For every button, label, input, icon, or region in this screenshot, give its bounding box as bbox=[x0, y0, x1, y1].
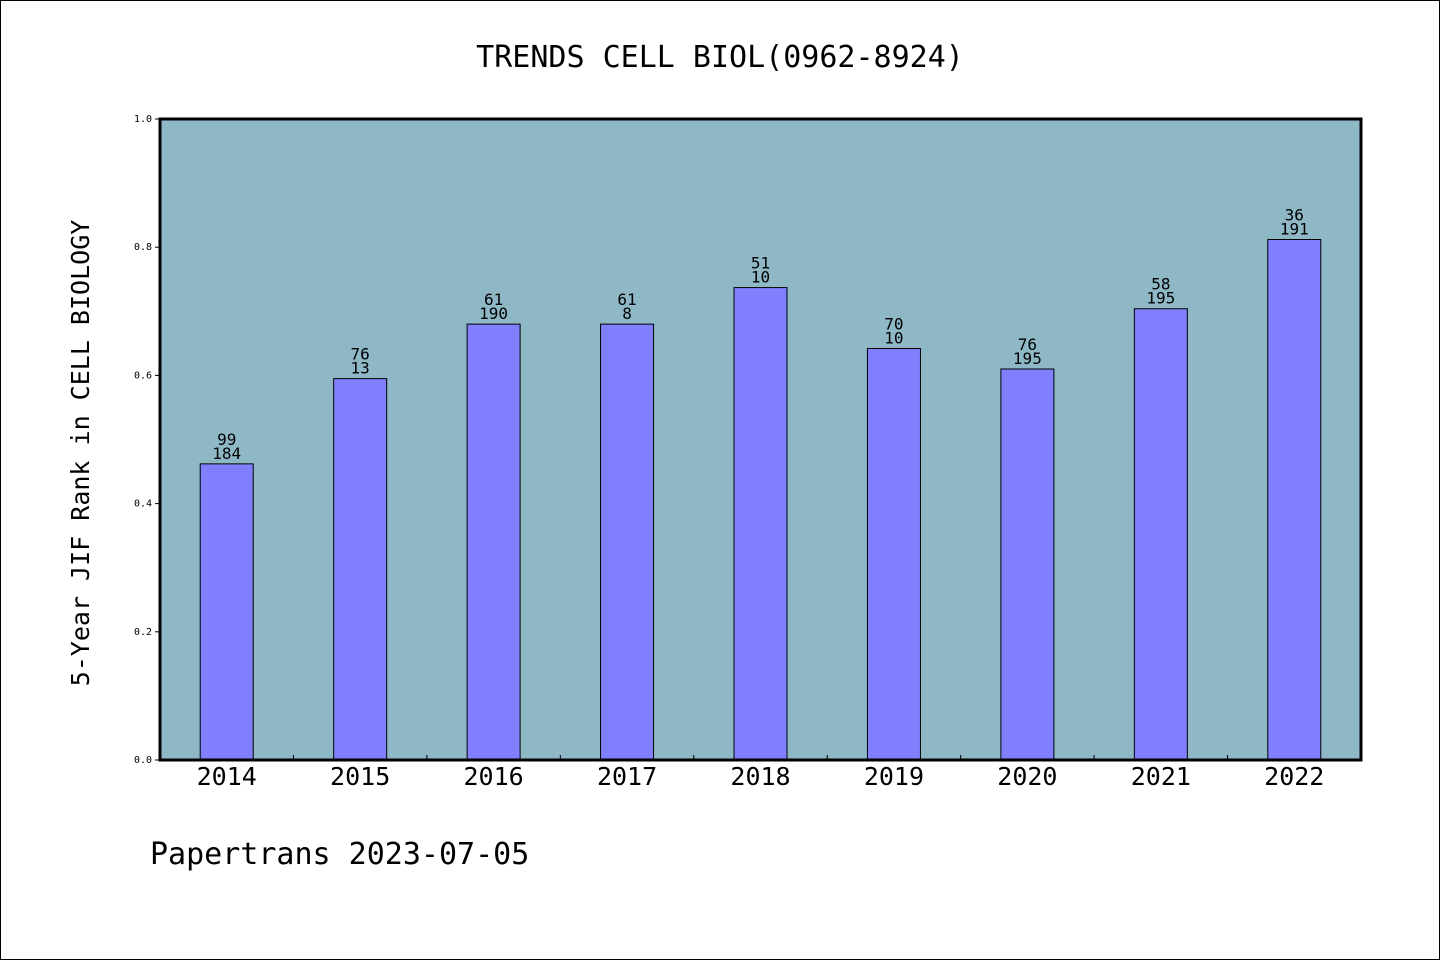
bar-2015 bbox=[333, 378, 388, 761]
y-tick-label: 0.0 bbox=[134, 755, 152, 766]
bar-total-label: 195 bbox=[1013, 349, 1042, 368]
x-tick-label: 2016 bbox=[464, 762, 524, 791]
chart-title: TRENDS CELL BIOL(0962-8924) bbox=[476, 40, 964, 75]
bar-total-label: 10 bbox=[884, 328, 903, 347]
y-tick-label: 1.0 bbox=[134, 114, 152, 125]
bar-2021 bbox=[1133, 308, 1188, 761]
bar-total-label: 13 bbox=[351, 359, 370, 378]
bars-group bbox=[199, 239, 1322, 761]
y-tick-label: 0.4 bbox=[134, 499, 152, 510]
x-tick-label: 2021 bbox=[1131, 762, 1191, 791]
x-tick-label: 2018 bbox=[730, 762, 790, 791]
y-tick-label: 0.2 bbox=[134, 627, 152, 638]
bar-2020 bbox=[1000, 368, 1055, 761]
bar-rank-label: 36 bbox=[1285, 206, 1304, 225]
bar-total-label: 190 bbox=[479, 304, 508, 323]
bar-rank-label: 70 bbox=[884, 314, 903, 333]
bar-rank-label: 58 bbox=[1151, 275, 1170, 294]
bar-total-label: 10 bbox=[751, 268, 770, 287]
x-tick-label: 2015 bbox=[330, 762, 390, 791]
bar-2019 bbox=[866, 347, 921, 761]
bar-2016 bbox=[466, 323, 521, 761]
y-axis: 0.0 0.2 0.4 0.6 0.8 1.0 bbox=[134, 114, 160, 766]
bar-rank-label: 76 bbox=[351, 345, 370, 364]
bar-rank-label: 61 bbox=[617, 290, 636, 309]
y-tick-label: 0.8 bbox=[134, 242, 152, 253]
x-tick-label: 2014 bbox=[197, 762, 257, 791]
x-tick-label: 2020 bbox=[997, 762, 1057, 791]
bar-2014 bbox=[199, 463, 254, 761]
x-axis: 2014 2015 2016 2017 2018 2019 2020 2021 2022 bbox=[197, 755, 1324, 791]
bar-total-label: 184 bbox=[212, 444, 241, 463]
bar-total-label: 8 bbox=[622, 304, 632, 323]
y-axis-label: 5-Year JIF Rank in CELL BIOLOGY bbox=[66, 220, 95, 687]
bar-rank-label: 76 bbox=[1018, 335, 1037, 354]
bar-2018 bbox=[733, 287, 788, 761]
bar-rank-label: 51 bbox=[751, 254, 770, 273]
x-tick-label: 2022 bbox=[1264, 762, 1324, 791]
bar-2022 bbox=[1267, 239, 1322, 761]
x-tick-label: 2019 bbox=[864, 762, 924, 791]
x-tick-label: 2017 bbox=[597, 762, 657, 791]
footer-text: Papertrans 2023-07-05 bbox=[150, 837, 529, 872]
bar-rank-label: 61 bbox=[484, 290, 503, 309]
plot-border bbox=[158, 117, 1363, 762]
bar-total-label: 195 bbox=[1146, 289, 1175, 308]
bar-2017 bbox=[600, 323, 655, 761]
bar-total-label: 191 bbox=[1280, 220, 1309, 239]
y-tick-label: 0.6 bbox=[134, 370, 152, 381]
bar-rank-label: 99 bbox=[217, 430, 236, 449]
